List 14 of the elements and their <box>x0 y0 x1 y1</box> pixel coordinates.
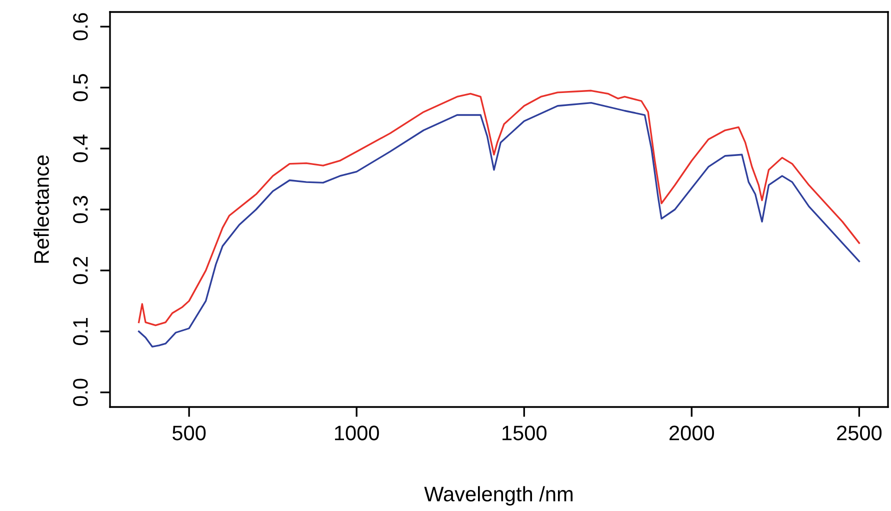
y-tick-label: 0.2 <box>73 257 88 284</box>
x-axis-title: Wavelength /nm <box>424 486 573 506</box>
x-tick-label: 2500 <box>837 426 882 440</box>
y-tick-label: 0.6 <box>73 13 88 40</box>
y-tick-label: 0.4 <box>73 134 88 162</box>
x-tick-label: 500 <box>172 426 206 440</box>
y-tick-label: 0.5 <box>73 74 88 102</box>
y-tick-label: 0.3 <box>73 196 88 224</box>
y-tick-label: 0.1 <box>73 318 88 346</box>
x-tick-label: 2000 <box>670 426 714 440</box>
y-axis-title: Reflectance <box>34 155 49 263</box>
x-tick-label: 1500 <box>502 426 546 440</box>
x-tick-label: 1000 <box>335 426 379 440</box>
y-tick-label: 0.0 <box>73 378 88 406</box>
